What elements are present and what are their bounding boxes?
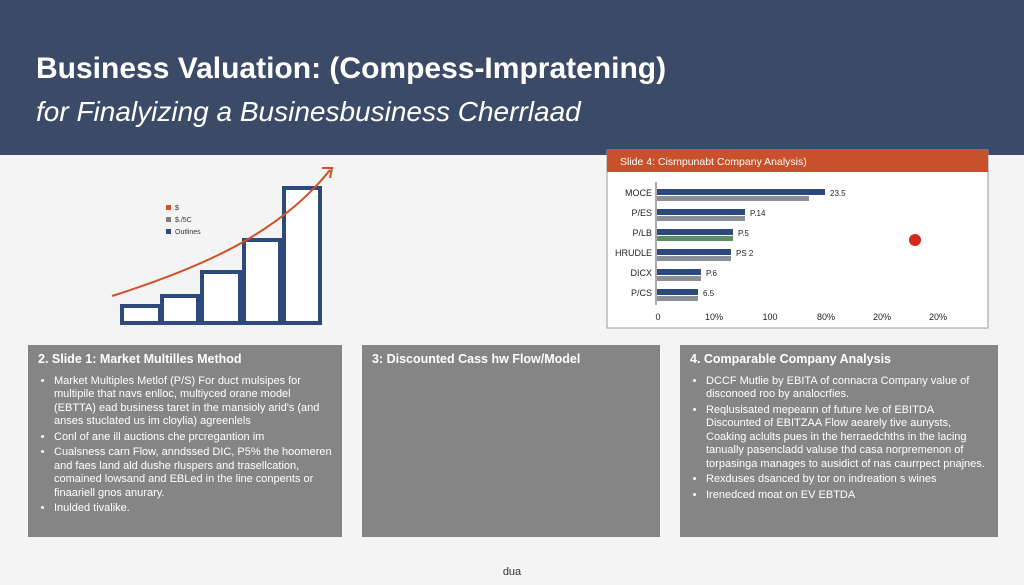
arrow-head <box>322 167 334 179</box>
panel-title: 2. Slide 1: Market Multilles Method <box>38 352 242 366</box>
row-label: P/LB <box>632 228 652 238</box>
bullet-list: DCCF Mutlie by EBITA of connacra Company… <box>690 375 988 503</box>
axis-label: 10% <box>705 312 723 322</box>
bar <box>657 189 825 195</box>
legend-label: $./5C <box>175 217 192 224</box>
bullet: Market Multiples Metlof (P/S) For duct m… <box>54 375 332 429</box>
bar-label: P.6 <box>706 269 718 278</box>
bar-label: 23.5 <box>830 189 846 198</box>
legend-swatch <box>166 205 171 210</box>
comparison-bars: MOCE 23.5 P/ES P.14 P/LB P.5 HRUDLE PS 2 DICX P.6… <box>615 188 947 322</box>
bullet: Cualsness carn Flow, anndssed DIC, P5% t… <box>54 446 332 500</box>
legend-label: $ <box>175 205 179 212</box>
axis-label: 0 <box>655 312 660 322</box>
bar <box>657 196 809 201</box>
marker <box>909 234 921 246</box>
row-label: P/CS <box>631 288 652 298</box>
bullet: Rexduses dsanced by tor on indreation s … <box>706 473 988 487</box>
bar-label: P.14 <box>750 209 766 218</box>
row-label: HRUDLE <box>615 248 652 258</box>
bar <box>657 269 701 275</box>
bullet: Conl of ane ill auctions che prcregantio… <box>54 431 332 445</box>
row-label: MOCE <box>625 188 652 198</box>
bar <box>657 229 733 235</box>
header <box>0 0 1024 155</box>
growth-illustration <box>120 186 322 325</box>
axis-label: 80% <box>817 312 835 322</box>
bar <box>657 289 698 295</box>
panel-title: 4. Comparable Company Analysis <box>690 352 891 366</box>
legend-swatch <box>166 217 171 222</box>
subtitle: for Finalyizing a Businesbusiness Cherrl… <box>36 96 581 127</box>
bar <box>657 256 731 261</box>
axis-label: 20% <box>929 312 947 322</box>
bar <box>657 236 733 241</box>
bullet-list: Market Multiples Metlof (P/S) For duct m… <box>38 375 332 516</box>
row-label: DICX <box>630 268 652 278</box>
bullet: Reqlusisated mepeann of future lve of EB… <box>706 404 988 472</box>
bar-label: 6.5 <box>703 289 715 298</box>
bar <box>657 216 745 221</box>
bar <box>657 296 698 301</box>
chart-header <box>607 150 988 172</box>
bar <box>657 276 701 281</box>
axis-label: 20% <box>873 312 891 322</box>
bullet: Inulded tivalike. <box>54 502 332 516</box>
bar <box>657 249 731 255</box>
bullet: Irenedced moat on EV EBTDA <box>706 489 988 503</box>
growth-legend: $ $./5C Outlines <box>166 205 201 236</box>
legend-swatch <box>166 229 171 234</box>
panel: 3: Discounted Cass hw Flow/Model <box>362 345 660 537</box>
panel: 4. Comparable Company Analysis DCCF Mutli… <box>680 345 998 537</box>
legend-label: Outlines <box>175 229 201 236</box>
bar-label: P.5 <box>738 229 750 238</box>
axis-label: 100 <box>762 312 777 322</box>
title: Business Valuation: (Compess-Impratening… <box>36 52 667 85</box>
bullet: DCCF Mutlie by EBITA of connacra Company… <box>706 375 988 402</box>
growth-arrow <box>111 169 331 297</box>
chart-title: Slide 4: Cismpunabt Company Analysis) <box>620 156 807 168</box>
bar-label: PS 2 <box>736 249 754 258</box>
panel: 2. Slide 1: Market Multilles Method Marke… <box>28 345 342 537</box>
row-label: P/ES <box>631 208 652 218</box>
bar <box>657 209 745 215</box>
panel-title: 3: Discounted Cass hw Flow/Model <box>372 352 581 366</box>
footer: dua <box>502 566 522 578</box>
